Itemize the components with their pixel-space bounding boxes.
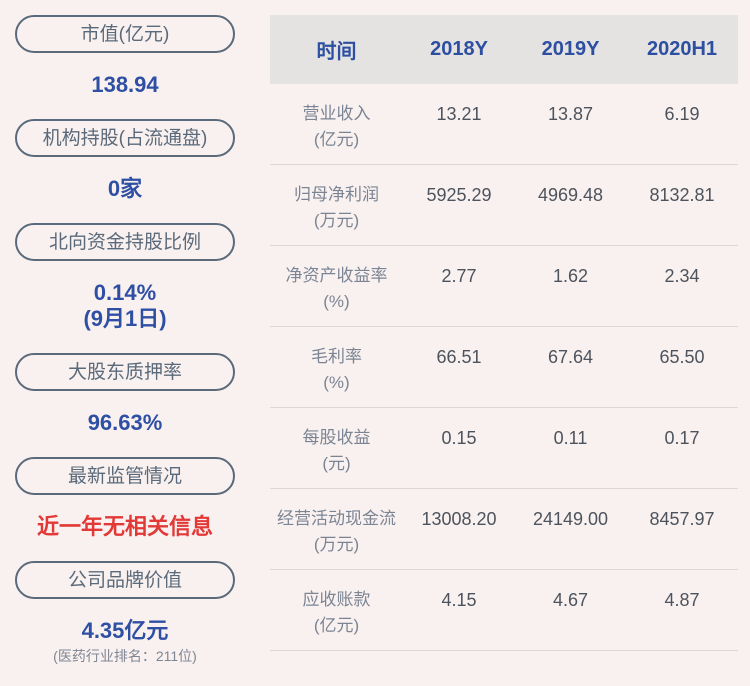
cell-value: 0.11 [553, 428, 588, 448]
table-row-eps: 每股收益 (元) 0.15 0.11 0.17 [270, 408, 738, 489]
financials-table: 时间 2018Y 2019Y 2020H1 营业收入 (亿元) 13.21 13… [270, 15, 738, 651]
row-unit: (亿元) [313, 616, 360, 635]
cell-value: 13008.20 [421, 509, 497, 529]
market-cap-value: 138.94 [91, 72, 159, 97]
cell-value: 8457.97 [649, 509, 715, 529]
cell-value: 65.50 [659, 347, 705, 367]
market-cap-label-pill[interactable]: 市值(亿元) [15, 15, 235, 53]
row-unit: (%) [323, 373, 350, 392]
row-label: 营业收入 [302, 104, 371, 123]
brand-value-industry-rank: (医药行业排名：211位) [53, 648, 197, 664]
table-row-gross-margin: 毛利率 (%) 66.51 67.64 65.50 [270, 327, 738, 408]
cell-value: 4.15 [441, 590, 477, 610]
cell-value: 4.67 [552, 590, 589, 610]
row-label: 每股收益 [302, 428, 371, 447]
pill-label: 北向资金持股比例 [48, 231, 201, 253]
row-unit: (万元) [313, 211, 360, 230]
col-header-2018y: 2018Y [430, 38, 488, 60]
row-label: 应收账款 [302, 590, 371, 609]
row-unit: (元) [322, 454, 351, 473]
table-row-net-profit: 归母净利润 (万元) 5925.29 4969.48 8132.81 [270, 165, 738, 246]
row-label: 经营活动现金流 [277, 509, 396, 528]
table-row-roe: 净资产收益率 (%) 2.77 1.62 2.34 [270, 246, 738, 327]
northbound-holding-percent: 0.14% [93, 280, 157, 305]
cell-value: 24149.00 [532, 509, 609, 529]
table-header-row: 时间 2018Y 2019Y 2020H1 [270, 15, 738, 84]
pill-label: 大股东质押率 [67, 361, 182, 383]
northbound-holding-value: 0.14% (9月1日) [0, 280, 250, 332]
stat-northbound-holding: 北向资金持股比例 0.14% (9月1日) [0, 223, 250, 332]
row-label: 净资产收益率 [285, 266, 388, 285]
brand-value-label-pill[interactable]: 公司品牌价值 [15, 561, 235, 599]
cell-value: 1.62 [552, 266, 589, 286]
stat-brand-value: 公司品牌价值 4.35亿元 (医药行业排名：211位) [0, 561, 250, 665]
cell-value: 5925.29 [426, 185, 492, 205]
stat-institutional-holding: 机构持股(占流通盘) 0家 [0, 119, 250, 202]
cell-value: 8132.81 [649, 185, 715, 205]
cell-value: 0.15 [441, 428, 477, 448]
cell-value: 6.19 [664, 104, 700, 124]
col-header-2020h1: 2020H1 [646, 38, 718, 60]
pill-label: 公司品牌价值 [67, 569, 182, 591]
row-label: 归母净利润 [294, 185, 379, 204]
cell-value: 2.34 [664, 266, 700, 286]
stat-market-cap: 市值(亿元) 138.94 [0, 15, 250, 98]
cell-value: 67.64 [547, 347, 594, 367]
col-header-2019y: 2019Y [541, 38, 600, 60]
cell-value: 4969.48 [537, 185, 604, 205]
row-label: 毛利率 [311, 347, 362, 366]
northbound-holding-date: (9月1日) [83, 306, 167, 331]
pill-label: 机构持股(占流通盘) [42, 127, 208, 149]
cell-value: 2.77 [441, 266, 477, 286]
table-row-accounts-receivable: 应收账款 (亿元) 4.15 4.67 4.87 [270, 570, 738, 651]
col-header-time: 时间 [316, 41, 357, 63]
table-row-operating-cash-flow: 经营活动现金流 (万元) 13008.20 24149.00 8457.97 [270, 489, 738, 570]
row-unit: (%) [323, 292, 350, 311]
institutional-holding-label-pill[interactable]: 机构持股(占流通盘) [15, 119, 235, 157]
row-unit: (亿元) [313, 130, 360, 149]
stat-regulatory-status: 最新监管情况 近一年无相关信息 [0, 457, 250, 540]
row-unit: (万元) [313, 535, 360, 554]
regulatory-status-label-pill[interactable]: 最新监管情况 [15, 457, 235, 495]
pledge-ratio-label-pill[interactable]: 大股东质押率 [15, 353, 235, 391]
cell-value: 66.51 [436, 347, 482, 367]
stat-major-shareholder-pledge: 大股东质押率 96.63% [0, 353, 250, 436]
cell-value: 0.17 [664, 428, 700, 448]
pledge-ratio-value: 96.63% [87, 410, 163, 435]
brand-value-amount: 4.35亿元 [81, 618, 169, 643]
institutional-holding-value: 0家 [107, 176, 143, 201]
cell-value: 13.21 [436, 104, 482, 124]
cell-value: 13.87 [547, 104, 594, 124]
table-row-revenue: 营业收入 (亿元) 13.21 13.87 6.19 [270, 84, 738, 165]
metrics-sidebar: 市值(亿元) 138.94 机构持股(占流通盘) 0家 北向资金持股比例 0.1… [0, 0, 250, 686]
regulatory-status-value: 近一年无相关信息 [36, 514, 213, 539]
northbound-holding-label-pill[interactable]: 北向资金持股比例 [15, 223, 235, 261]
pill-label: 市值(亿元) [80, 23, 170, 45]
cell-value: 4.87 [664, 590, 700, 610]
pill-label: 最新监管情况 [67, 465, 182, 487]
